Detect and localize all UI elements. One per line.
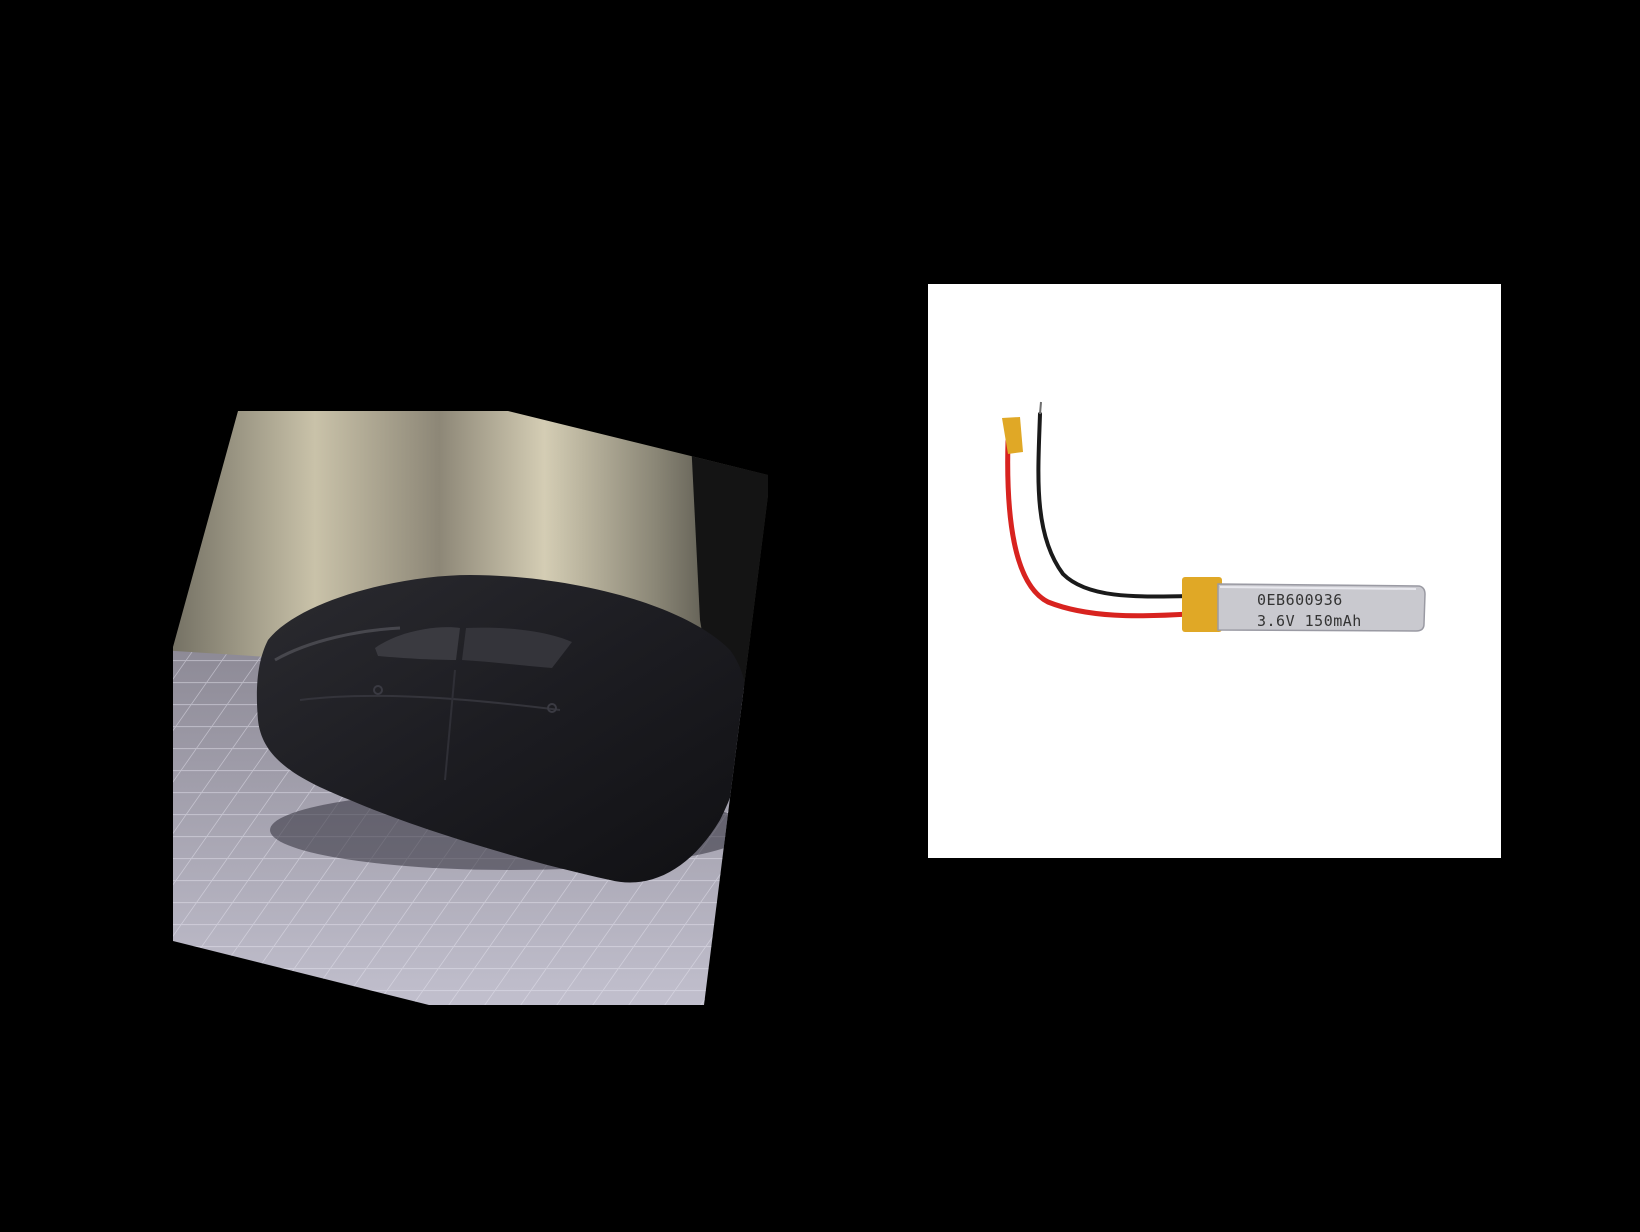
mouse-right-button [462, 627, 572, 668]
battery-photo: 0EB600936 3.6V 150mAh [928, 284, 1501, 858]
battery-cell [1217, 583, 1426, 632]
tape-tab [1002, 417, 1023, 454]
battery-part-number: 0EB600936 [1257, 591, 1343, 609]
red-wire [1005, 438, 1193, 619]
mouse-left-button [375, 627, 460, 660]
black-wire [1036, 412, 1192, 599]
battery-photo-svg [1002, 401, 1426, 632]
kapton-tape [1182, 577, 1222, 632]
battery-spec: 3.6V 150mAh [1257, 612, 1362, 630]
